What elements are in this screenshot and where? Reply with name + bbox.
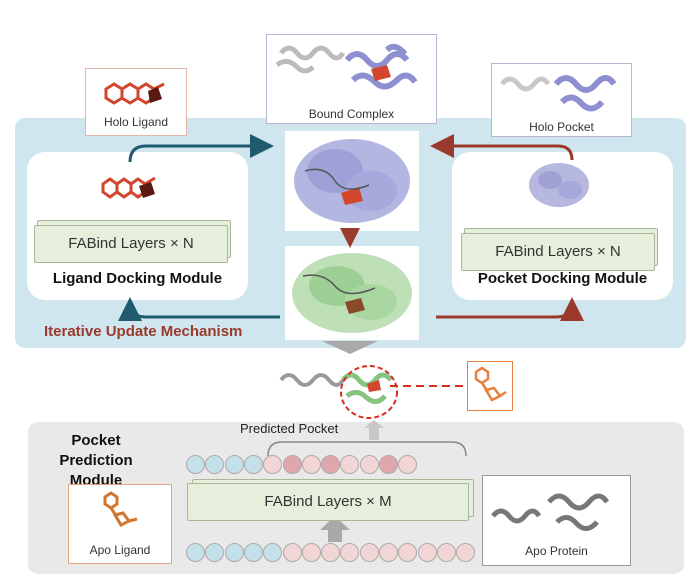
pocket-to-complex-arrow — [430, 134, 574, 161]
pocket-bracket — [267, 441, 467, 457]
token-dot — [436, 543, 456, 562]
ligand-docking-module: FABind Layers × N Ligand Docking Module — [27, 152, 248, 300]
apo-ligand-thumbnail: Apo Ligand — [68, 484, 172, 564]
token-dot — [359, 543, 379, 562]
pocket-highlight-circle — [340, 365, 398, 419]
ligand-fabind-layers: FABind Layers × N — [34, 225, 228, 263]
apo-protein-thumbnail: Apo Protein — [482, 475, 631, 566]
holo-ligand-caption: Holo Ligand — [103, 115, 169, 129]
up-arrow-predicted — [364, 420, 384, 440]
token-dot — [379, 543, 398, 562]
holo-ligand-image — [104, 82, 165, 105]
token-dot — [205, 455, 225, 474]
token-dot — [263, 543, 283, 562]
token-dot — [321, 543, 341, 562]
holo-pocket-image — [500, 75, 617, 112]
apo-ligand-image — [103, 491, 138, 527]
m-fabind-layers: FABind Layers × M — [187, 483, 469, 521]
predicted-ligand-thumbnail — [467, 361, 513, 411]
token-dot — [456, 543, 476, 562]
down-triangle — [322, 341, 378, 354]
pocket-prediction-title: Pocket Prediction Module — [59, 432, 133, 489]
token-dot — [359, 455, 379, 474]
token-dot — [417, 543, 437, 562]
bound-complex-image — [275, 43, 418, 90]
apo-protein-caption: Apo Protein — [525, 544, 588, 558]
ligand-docking-title: Ligand Docking Module — [52, 270, 223, 287]
token-dot — [205, 543, 225, 562]
token-dot — [224, 543, 244, 562]
pocket-image — [529, 163, 589, 207]
token-dot — [379, 455, 398, 474]
apo-ligand-caption: Apo Ligand — [89, 543, 151, 557]
token-dot — [321, 455, 341, 474]
iterative-update-label: Iterative Update Mechanism — [44, 323, 243, 340]
feedback-to-ligand-arrow — [118, 297, 280, 322]
holo-pocket-caption: Holo Pocket — [529, 120, 594, 134]
token-dot — [340, 455, 360, 474]
input-token-row — [186, 543, 476, 563]
ligand-to-complex-arrow — [128, 134, 274, 163]
holo-ligand-thumbnail: Holo Ligand — [85, 68, 187, 136]
ligand-image — [101, 176, 156, 199]
token-dot — [186, 455, 205, 474]
feedback-to-pocket-arrow — [436, 297, 584, 322]
predicted-pocket-label: Predicted Pocket — [240, 421, 339, 436]
token-dot — [398, 455, 418, 474]
token-dot — [282, 455, 302, 474]
token-dot — [398, 543, 418, 562]
predicted-protein — [275, 356, 409, 420]
pocket-docking-module: FABind Layers × N Pocket Docking Module — [452, 152, 673, 300]
token-dot — [301, 543, 321, 562]
token-dot — [282, 543, 302, 562]
up-arrow-input — [320, 516, 350, 542]
token-dot — [340, 543, 360, 562]
bound-structure-blue — [285, 131, 419, 231]
output-token-row — [186, 455, 476, 475]
bound-complex-caption: Bound Complex — [308, 107, 395, 121]
token-dot — [243, 543, 263, 562]
bound-complex-thumbnail: Bound Complex — [266, 34, 437, 124]
pocket-docking-title: Pocket Docking Module — [477, 270, 648, 287]
token-dot — [301, 455, 321, 474]
bound-structure-green — [285, 246, 419, 340]
token-dot — [263, 455, 283, 474]
token-dot — [243, 455, 263, 474]
apo-protein-image — [491, 493, 610, 531]
holo-pocket-thumbnail: Holo Pocket — [491, 63, 632, 137]
token-dot — [186, 543, 205, 562]
token-dot — [224, 455, 244, 474]
pocket-fabind-layers: FABind Layers × N — [461, 233, 655, 271]
